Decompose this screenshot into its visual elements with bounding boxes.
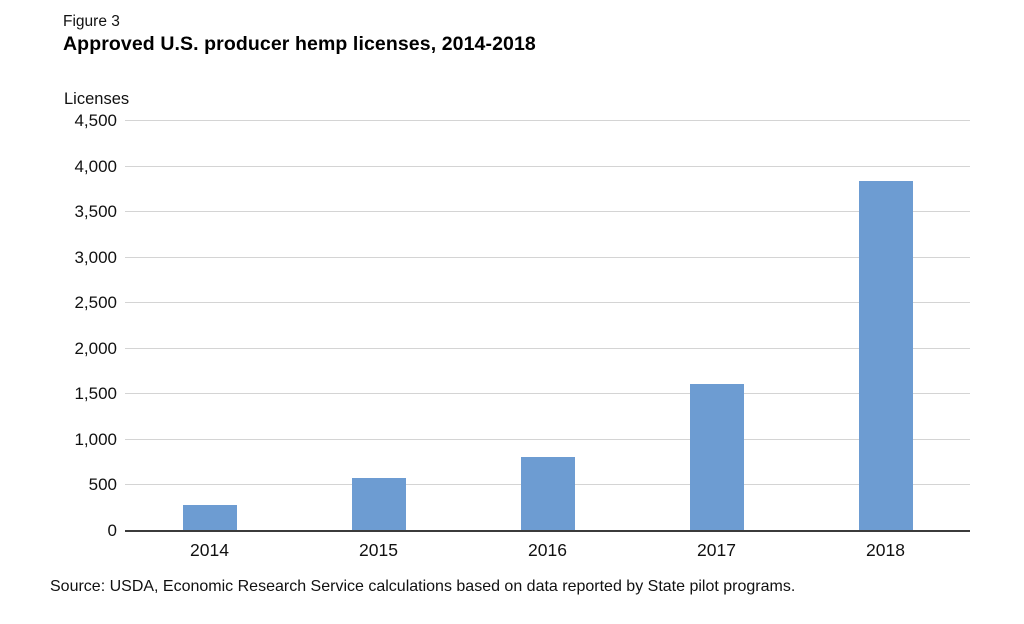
x-tick-label: 2015: [359, 540, 398, 560]
y-axis-unit-label: Licenses: [64, 90, 130, 108]
gridline: [125, 120, 970, 121]
x-tick-label: 2016: [528, 540, 567, 560]
x-tick-label: 2018: [866, 540, 905, 560]
y-tick-label: 4,500: [74, 111, 117, 130]
plot-area: [125, 120, 970, 532]
figure-number: Figure 3: [63, 13, 120, 30]
y-tick-label: 500: [88, 475, 117, 495]
bar-2016: [520, 456, 575, 531]
gridline: [125, 302, 970, 304]
y-tick-label: 3,500: [74, 202, 117, 222]
y-tick-label: 1,500: [74, 384, 117, 404]
y-tick-label: 3,000: [74, 247, 117, 267]
y-tick-label: 2,500: [74, 293, 117, 313]
gridline: [125, 393, 970, 395]
x-axis-line: [125, 530, 970, 532]
gridline: [125, 256, 970, 258]
gridline: [125, 211, 970, 213]
y-axis-tick-labels: 0 500 1,000 1,500 2,000 2,500 3,000 3,500 4,000 4…: [0, 111, 117, 540]
bar-2015: [351, 478, 406, 531]
y-tick-label: 2,000: [74, 338, 117, 358]
bar-2018: [858, 181, 913, 531]
x-tick-label: 2014: [190, 540, 229, 560]
gridline: [125, 347, 970, 349]
x-tick-label: 2017: [697, 540, 736, 560]
gridline: [125, 438, 970, 440]
bar-2017: [689, 384, 744, 531]
y-tick-label: 4,000: [74, 156, 117, 176]
source-note: Source: USDA, Economic Research Service …: [50, 578, 796, 595]
y-tick-label: 0: [107, 521, 117, 540]
x-axis-tick-labels: 2014 2015 2016 2017 2018: [125, 540, 970, 562]
bar-2014: [182, 504, 237, 531]
figure-title: Approved U.S. producer hemp licenses, 20…: [63, 33, 536, 55]
y-tick-label: 1,000: [74, 429, 117, 449]
gridline: [125, 165, 970, 167]
